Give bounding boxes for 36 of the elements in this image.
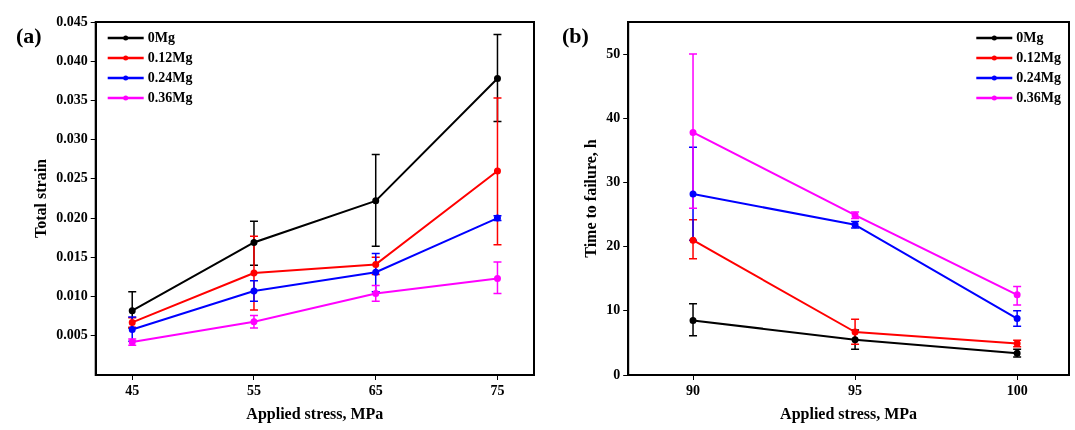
- y-axis-title: Total strain: [31, 158, 49, 238]
- x-tick-label: 55: [246, 383, 261, 399]
- legend-label: 0.36Mg: [1016, 89, 1061, 105]
- y-tick-label: 50: [606, 45, 621, 61]
- x-axis-title: Applied stress, MPa: [246, 404, 384, 423]
- y-tick-label: 0.035: [56, 92, 88, 108]
- y-tick-label: 0.020: [56, 209, 88, 225]
- legend-label: 0.12Mg: [147, 49, 193, 65]
- legend-label: 0.24Mg: [1016, 69, 1061, 85]
- y-axis-title: Time to failure, h: [581, 139, 599, 258]
- legend-label: 0.36Mg: [147, 89, 193, 105]
- x-tick-label: 95: [848, 383, 863, 399]
- x-axis-title: Applied stress, MPa: [780, 404, 918, 423]
- x-tick-label: 90: [686, 383, 701, 399]
- y-tick-label: 0.010: [56, 288, 88, 304]
- y-tick-label: 0: [613, 366, 621, 382]
- y-tick-label: 0.005: [56, 327, 88, 343]
- x-tick-label: 65: [368, 383, 383, 399]
- x-tick-label: 100: [1006, 383, 1028, 399]
- legend-label: 0.12Mg: [1016, 49, 1061, 65]
- y-tick-label: 10: [606, 302, 621, 318]
- y-tick-label: 0.045: [56, 13, 88, 29]
- y-tick-label: 20: [606, 238, 621, 254]
- y-tick-label: 40: [606, 109, 621, 125]
- y-tick-label: 0.030: [56, 131, 88, 147]
- y-tick-label: 0.015: [56, 248, 88, 264]
- legend-label: 0Mg: [1016, 29, 1044, 45]
- y-tick-label: 0.040: [56, 52, 88, 68]
- legend-label: 0.24Mg: [147, 69, 193, 85]
- x-tick-label: 75: [490, 383, 505, 399]
- text: (b): [562, 22, 589, 48]
- legend-label: 0Mg: [147, 29, 175, 45]
- y-tick-label: 0.025: [56, 170, 88, 186]
- text: (a): [16, 22, 42, 48]
- x-tick-label: 45: [125, 383, 140, 399]
- y-tick-label: 30: [606, 174, 621, 190]
